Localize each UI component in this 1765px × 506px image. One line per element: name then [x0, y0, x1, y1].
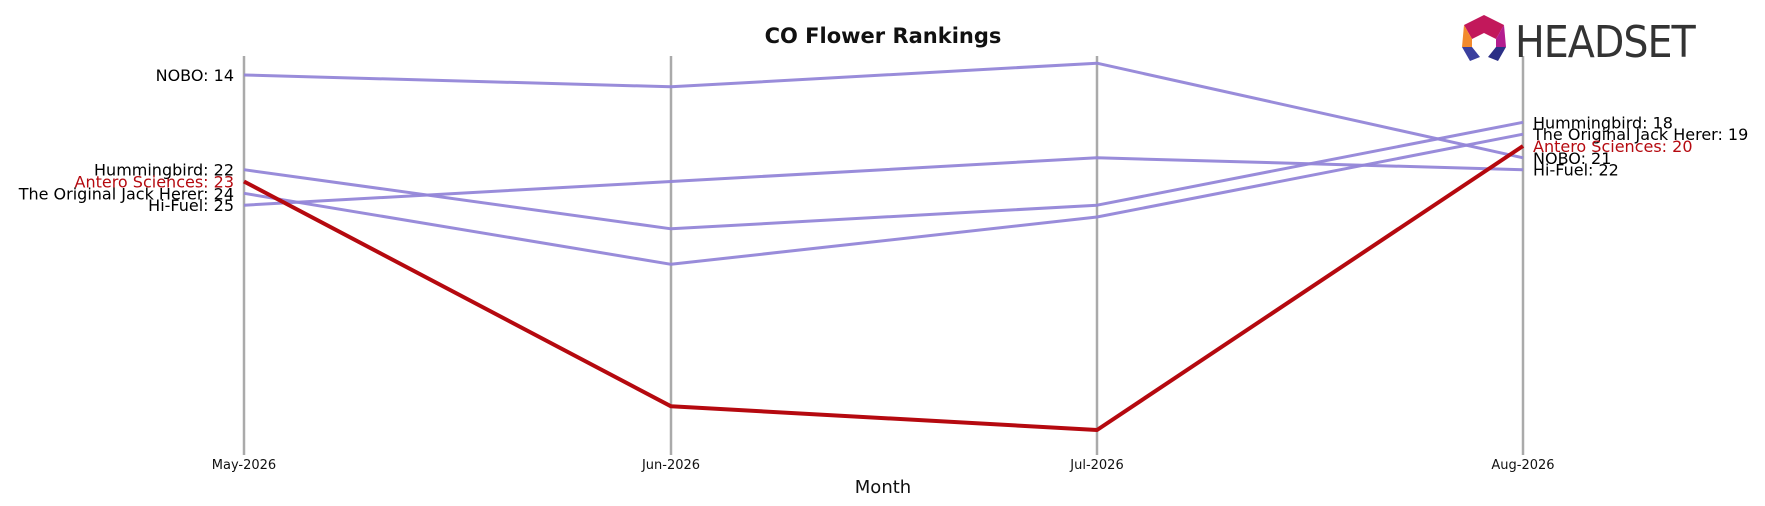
series-line-antero-sciences [243, 144, 1525, 432]
start-label-antero-sciences: Antero Sciences: 23 [75, 173, 235, 192]
start-label-nobo: NOBO: 14 [156, 66, 234, 85]
x-tick-label: Jun-2026 [641, 458, 700, 473]
logo-text: HEADSET [1515, 17, 1696, 68]
x-tick-label: May-2026 [212, 458, 276, 473]
series-line-hummingbird [243, 120, 1524, 231]
x-axis-label: Month [855, 477, 911, 498]
start-label-the-original-jack-herer: The Original Jack Herer: 24 [18, 184, 234, 203]
series-labels: NOBO: 14 NOBO: 21 Hummingbird: 22 Hummingbi… [18, 66, 1749, 215]
end-label-nobo: NOBO: 21 [1533, 149, 1611, 168]
series-line-hi-fuel [243, 156, 1524, 207]
series-line-nobo [243, 61, 1524, 160]
end-label-the-original-jack-herer: The Original Jack Herer: 19 [1532, 125, 1748, 144]
headset-hexagon-logo-icon [1462, 15, 1506, 61]
series-lines [243, 61, 1525, 432]
start-label-hi-fuel: Hi-Fuel: 25 [148, 196, 234, 215]
end-label-hi-fuel: Hi-Fuel: 22 [1533, 161, 1619, 180]
headset-logo: HEADSET [1462, 15, 1697, 68]
x-tick-label: Aug-2026 [1491, 458, 1554, 473]
end-label-hummingbird: Hummingbird: 18 [1533, 113, 1673, 132]
chart-title: CO Flower Rankings [765, 24, 1002, 48]
x-tick-label: Jul-2026 [1069, 458, 1123, 473]
start-label-hummingbird: Hummingbird: 22 [94, 161, 234, 180]
series-line-the-original-jack-herer [243, 132, 1524, 266]
end-label-antero-sciences: Antero Sciences: 20 [1533, 137, 1693, 156]
x-tick-labels: May-2026 Jun-2026 Jul-2026 Aug-2026 [212, 458, 1555, 473]
